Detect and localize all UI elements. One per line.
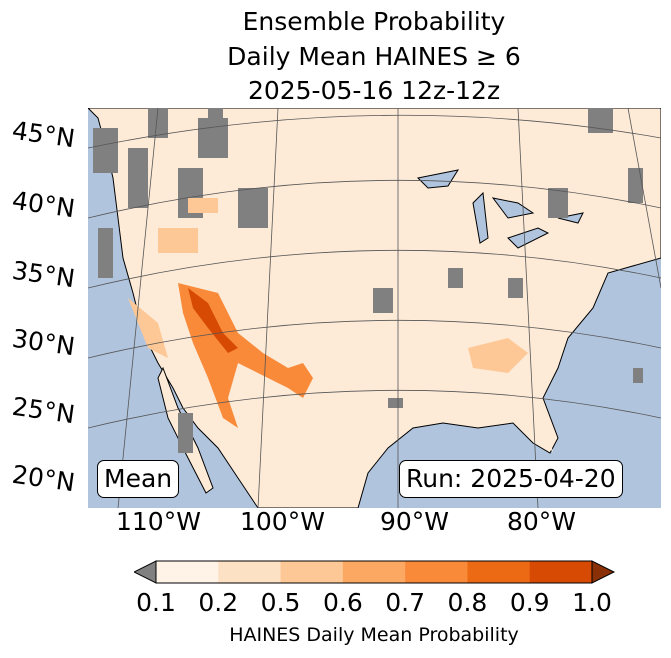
- colorbar-segment: [405, 561, 468, 583]
- colorbar-tick-label: 0.9: [509, 588, 550, 617]
- lat-label-40: 40°N: [10, 185, 77, 224]
- florida: [518, 426, 553, 453]
- colorbar-under-arrow: [134, 560, 157, 584]
- lon-label-80: 80°W: [507, 507, 577, 536]
- colorbar-tick-label: 0.8: [447, 588, 488, 617]
- lat-label-30: 30°N: [10, 323, 77, 362]
- colorbar-tick-label: 0.7: [385, 588, 426, 617]
- colorbar-tick-label: 0.2: [198, 588, 239, 617]
- colorbar-segment: [529, 561, 593, 583]
- colorbar-tick-label: 0.5: [260, 588, 301, 617]
- colorbar-segment: [467, 561, 531, 583]
- colorbar-segment: [342, 561, 406, 583]
- colorbar-label: HAINES Daily Mean Probability: [229, 624, 519, 646]
- lon-label-100: 100°W: [240, 507, 325, 536]
- colorbar-segment: [280, 561, 344, 583]
- colorbar-tick-label: 0.6: [322, 588, 363, 617]
- mean-label: Mean: [97, 460, 180, 498]
- map: [88, 108, 661, 508]
- colorbar-over-arrow: [591, 560, 616, 584]
- colorbar-segment: [218, 561, 282, 583]
- colorbar-segment: [156, 561, 219, 583]
- lat-label-45: 45°N: [10, 115, 77, 154]
- colorbar-tick-label: 1.0: [572, 588, 612, 617]
- colorbar: [134, 560, 616, 584]
- lon-label-90: 90°W: [380, 507, 450, 536]
- lat-label-20: 20°N: [10, 459, 77, 498]
- gray-below-threshold: [93, 108, 643, 453]
- colorbar-tick-label: 0.1: [136, 588, 176, 617]
- lat-label-35: 35°N: [10, 255, 77, 294]
- lat-label-25: 25°N: [10, 391, 77, 430]
- run-label: Run: 2025-04-20: [399, 460, 623, 498]
- title-line-2: Daily Mean HAINES ≥ 6: [227, 42, 521, 71]
- lon-label-110: 110°W: [116, 507, 201, 536]
- title-line-3: 2025-05-16 12z-12z: [247, 76, 501, 105]
- graticule: [88, 108, 661, 508]
- title-line-1: Ensemble Probability: [242, 7, 506, 36]
